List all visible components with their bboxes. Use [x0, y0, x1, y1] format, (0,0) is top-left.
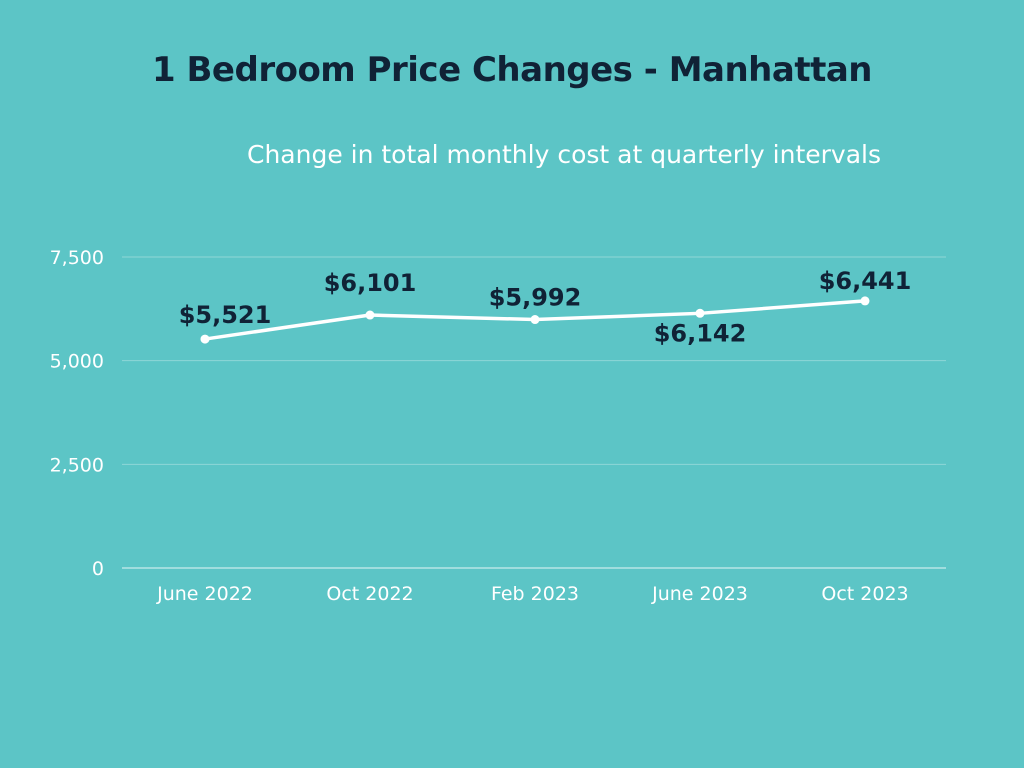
y-tick-label: 0 — [92, 558, 104, 580]
y-tick-label: 2,500 — [50, 454, 104, 476]
data-point — [860, 296, 870, 306]
x-axis-ticks: June 2022 Oct 2022 Feb 2023 June 2023 Oct 20… — [156, 583, 909, 605]
chart-subtitle: Change in total monthly cost at quarterl… — [246, 140, 882, 169]
x-tick-label: June 2022 — [156, 583, 253, 605]
chart-title: 1 Bedroom Price Changes - Manhattan — [152, 50, 872, 90]
data-label: $6,142 — [654, 319, 747, 347]
data-point — [530, 315, 540, 325]
data-labels: $5,521 $6,101 $5,992 $6,142 $6,441 — [179, 267, 912, 347]
series-layer — [200, 296, 870, 344]
data-point — [200, 334, 210, 344]
x-tick-label: Oct 2022 — [326, 583, 413, 605]
x-tick-label: June 2023 — [651, 583, 748, 605]
y-tick-label: 5,000 — [50, 351, 104, 373]
y-tick-label: 7,500 — [50, 247, 104, 269]
data-point — [365, 310, 375, 320]
grid-lines — [122, 256, 946, 569]
y-axis-ticks: 0 2,500 5,000 7,500 — [50, 247, 104, 580]
data-label: $6,101 — [324, 269, 417, 297]
data-label: $5,521 — [179, 301, 272, 329]
x-tick-label: Oct 2023 — [821, 583, 908, 605]
data-label: $6,441 — [819, 267, 912, 295]
data-label: $5,992 — [489, 284, 582, 312]
x-tick-label: Feb 2023 — [491, 583, 579, 605]
data-point — [695, 308, 705, 318]
